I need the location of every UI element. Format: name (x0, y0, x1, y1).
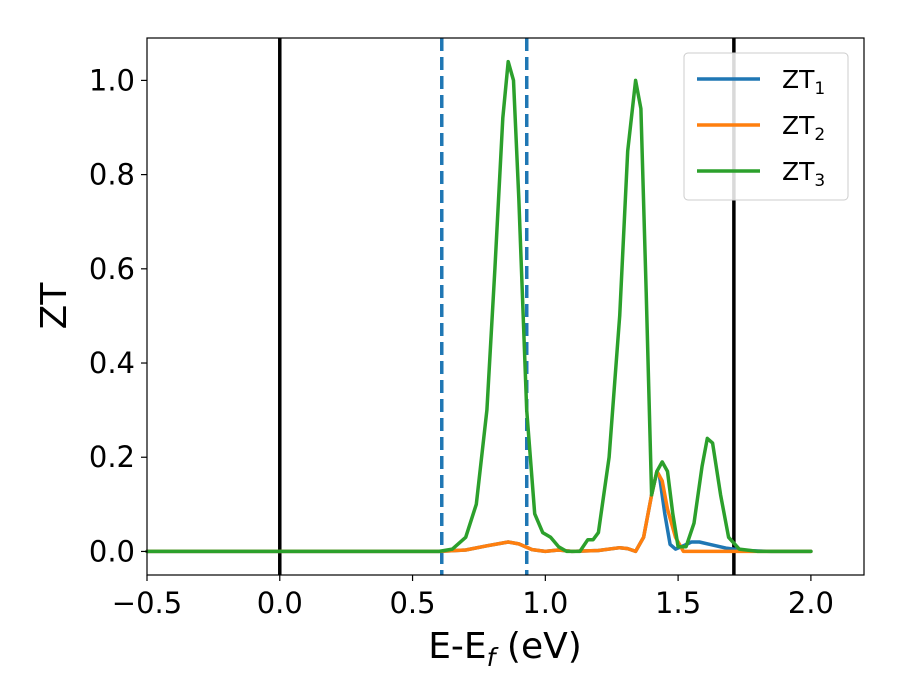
y-axis-ticks: 0.0 0.2 0.4 0.6 0.8 1.0 (89, 63, 147, 568)
series-lines (145, 59, 813, 554)
x-tick-label: 2.0 (788, 586, 834, 620)
x-tick-label: 0.5 (389, 586, 435, 620)
series-line-zt3 (145, 59, 813, 554)
x-tick-label: 0.0 (257, 586, 303, 620)
x-tick-label: 1.5 (655, 586, 701, 620)
x-axis-ticks: −0.5 0.0 0.5 1.0 1.5 2.0 (112, 575, 834, 620)
legend-label-zt3: ZT3 (782, 157, 825, 191)
y-tick-label: 0.6 (89, 252, 135, 286)
legend-box (683, 52, 849, 201)
x-tick-label: 1.0 (522, 586, 568, 620)
x-axis-title: E-Ef (eV) (428, 626, 582, 672)
legend: ZT1 ZT2 ZT3 (683, 52, 849, 201)
y-tick-label: 0.4 (89, 346, 135, 380)
y-tick-label: 0.0 (89, 534, 135, 568)
y-axis-title: ZT (34, 282, 75, 330)
y-tick-label: 0.2 (89, 440, 135, 474)
x-tick-label: −0.5 (112, 586, 182, 620)
y-tick-label: 0.8 (89, 158, 135, 192)
plot-frame (146, 37, 865, 576)
legend-label-zt2: ZT2 (782, 111, 825, 145)
y-tick-label: 1.0 (89, 63, 135, 97)
x-axis-title-unit: (eV) (495, 626, 581, 667)
legend-label-zt1: ZT1 (782, 65, 825, 99)
